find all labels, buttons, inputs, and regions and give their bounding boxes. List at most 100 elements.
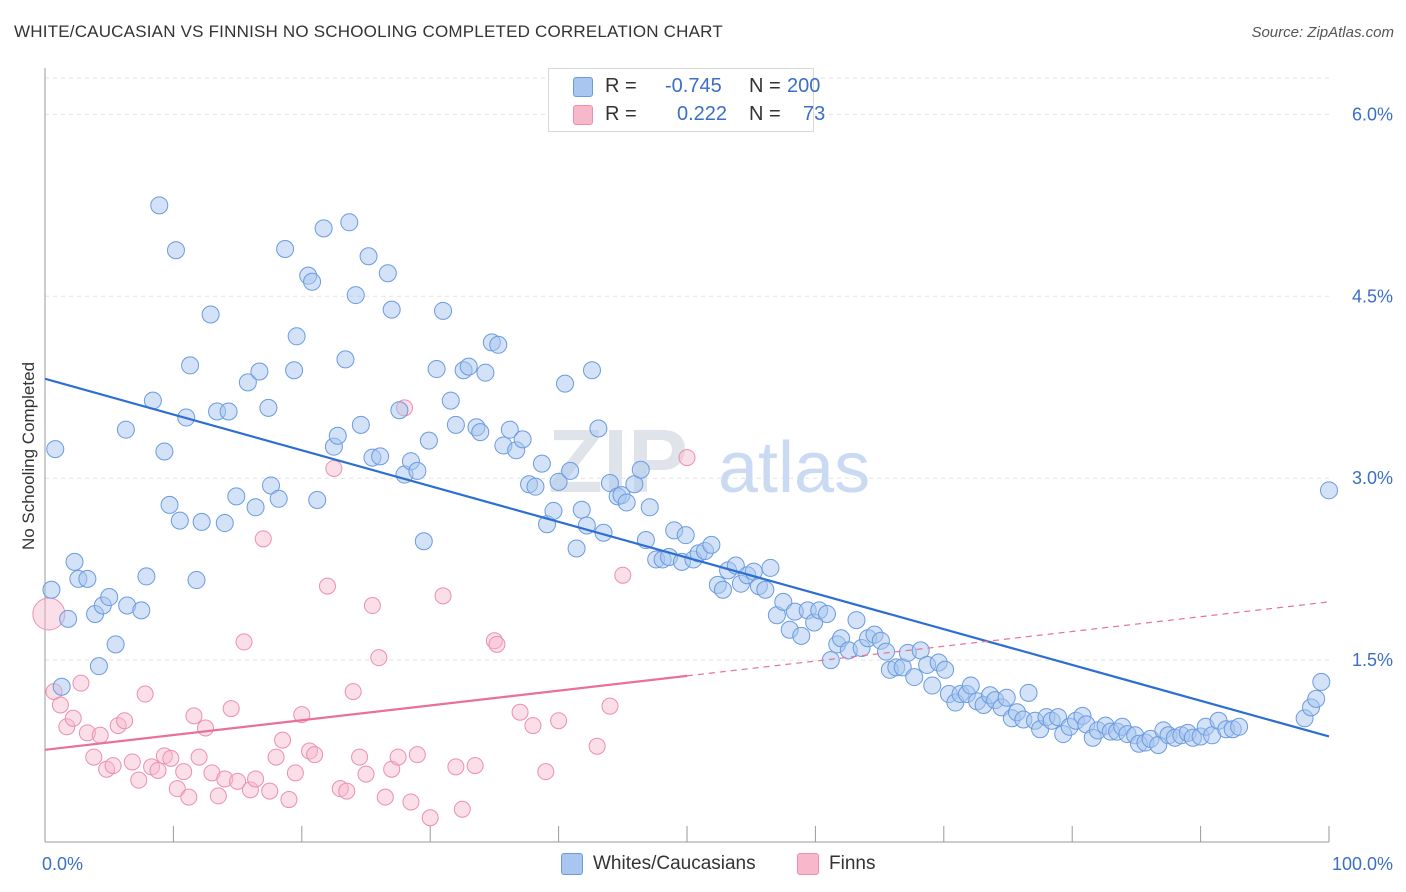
- whites-point: [821, 651, 840, 670]
- whites-point: [589, 419, 608, 438]
- finns-point: [363, 597, 381, 615]
- whites-point: [287, 327, 306, 346]
- finns-point: [524, 717, 542, 735]
- whites-point: [817, 605, 836, 624]
- whites-point: [476, 363, 495, 382]
- whites-point: [160, 495, 179, 514]
- whites-point: [359, 247, 378, 266]
- finns-point: [338, 782, 356, 800]
- whites-point: [549, 472, 568, 491]
- whites-point: [1230, 717, 1249, 736]
- x-tick-label-1: 100.0%: [1332, 854, 1393, 874]
- whites-point: [761, 558, 780, 577]
- watermark-atlas: atlas: [718, 428, 870, 508]
- finns-trend-extension: [686, 601, 1330, 677]
- finns-point: [344, 683, 362, 701]
- whites-point: [640, 498, 659, 517]
- finns-point: [72, 674, 90, 692]
- whites-point: [544, 501, 563, 520]
- finns-point: [116, 712, 134, 730]
- whites-trend-line: [44, 377, 1330, 738]
- legend-r-label: R =: [605, 103, 643, 125]
- legend-row-finns: R = 0.222 N = 73: [573, 101, 825, 127]
- whites-point: [567, 539, 586, 558]
- whites-point: [116, 420, 135, 439]
- whites-point: [328, 426, 347, 445]
- finns-point: [175, 763, 193, 781]
- finns-point: [280, 791, 298, 809]
- whites-point: [390, 401, 409, 420]
- finns-point: [247, 770, 265, 788]
- finns-point: [91, 726, 109, 744]
- whites-point: [276, 239, 295, 258]
- whites-point: [459, 357, 478, 376]
- whites-point: [936, 660, 955, 679]
- tick-labels: 1.5% 3.0% 4.5% 6.0% 0.0% 100.0%: [42, 104, 1393, 874]
- whites-point: [137, 567, 156, 586]
- whites-point: [150, 196, 169, 215]
- legend-n-label: N =: [749, 103, 787, 125]
- whites-point: [713, 580, 732, 599]
- finns-point: [222, 700, 240, 718]
- finns-point: [190, 748, 208, 766]
- whites-point: [261, 476, 280, 495]
- whites-point: [219, 402, 238, 421]
- finns-point: [136, 685, 154, 703]
- whites-point: [346, 286, 365, 305]
- finns-point: [130, 771, 148, 789]
- whites-point: [155, 442, 174, 461]
- whites-point: [1312, 672, 1331, 691]
- whites-point: [600, 474, 619, 493]
- whites-point: [269, 489, 288, 508]
- whites-point: [46, 440, 65, 459]
- finns-point: [51, 696, 69, 714]
- legend-r-value-whites: -0.745: [665, 75, 722, 97]
- whites-point: [572, 500, 591, 519]
- whites-point: [371, 447, 390, 466]
- whites-point: [489, 335, 508, 354]
- whites-point: [42, 580, 61, 599]
- whites-point: [59, 609, 78, 628]
- whites-point: [617, 493, 636, 512]
- finns-point: [434, 587, 452, 605]
- finns-point: [466, 757, 484, 775]
- whites-point: [513, 430, 532, 449]
- trend-lines: [44, 377, 1330, 751]
- finns-point: [408, 746, 426, 764]
- finns-point: [104, 757, 122, 775]
- finns-point: [123, 753, 141, 771]
- whites-point: [227, 487, 246, 506]
- legend-n-value-finns: 73: [803, 103, 826, 125]
- whites-point: [577, 516, 596, 535]
- whites-point: [1320, 481, 1338, 500]
- whites-point: [170, 511, 189, 530]
- legend-r-label: R =: [605, 75, 643, 97]
- finns-point: [209, 787, 227, 805]
- whites-point: [250, 362, 269, 381]
- finns-point: [293, 706, 311, 724]
- whites-point: [446, 415, 465, 434]
- finns-point: [447, 758, 465, 776]
- finns-point: [357, 765, 375, 783]
- y-tick-label-2: 4.5%: [1352, 286, 1393, 306]
- whites-point: [582, 361, 601, 380]
- finns-point: [537, 763, 555, 781]
- whites-point: [774, 592, 793, 611]
- whites-point: [792, 626, 811, 645]
- whites-point: [414, 532, 433, 551]
- whites-point: [259, 398, 278, 417]
- whites-point: [314, 219, 333, 238]
- whites-point: [382, 300, 401, 319]
- whites-point: [702, 535, 721, 554]
- finns-point: [64, 709, 82, 727]
- series-swatch-finns: [797, 853, 819, 875]
- whites-point: [215, 514, 234, 533]
- legend-swatch-finns: [573, 105, 593, 125]
- finns-point: [168, 780, 186, 798]
- whites-point: [961, 676, 980, 695]
- legend-n-label: N =: [749, 75, 787, 97]
- whites-point: [78, 569, 97, 588]
- finns-point: [241, 781, 259, 799]
- finns-point: [588, 737, 606, 755]
